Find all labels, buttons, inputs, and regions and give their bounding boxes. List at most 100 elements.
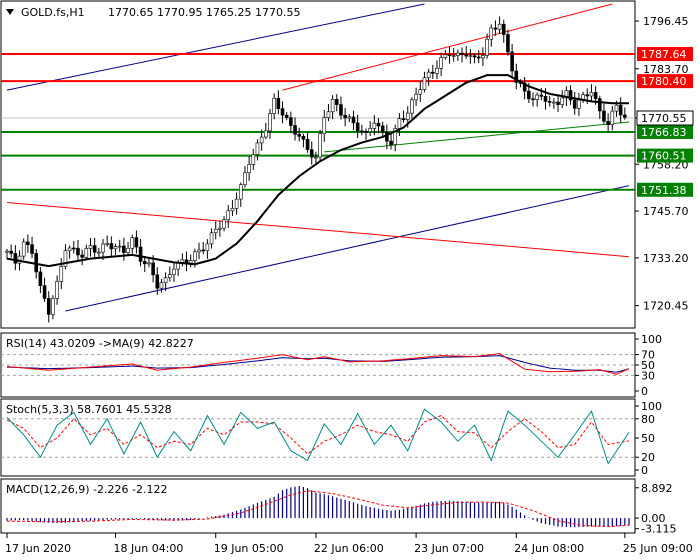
trend-line-4 — [324, 121, 630, 153]
macd-tick-label: -3.115 — [641, 523, 676, 536]
candle-body — [276, 97, 281, 110]
candle-body — [547, 101, 552, 103]
level-tag-0 — [637, 47, 693, 62]
rsi-tick-label: 50 — [641, 359, 655, 372]
candle-body — [489, 27, 494, 40]
stoch-levels — [1, 418, 635, 458]
candle-body — [568, 90, 573, 101]
time-tick-label: 17 Jun 2020 — [5, 542, 71, 555]
candle-body — [251, 154, 256, 165]
title-triangle-icon — [6, 9, 14, 15]
current-price-tag — [636, 110, 694, 126]
candle-body — [560, 97, 565, 105]
trend-line-0 — [6, 3, 425, 91]
candle-body — [30, 244, 34, 254]
candle-body — [80, 254, 84, 258]
candle-body — [101, 243, 105, 253]
candle-body — [464, 54, 468, 57]
candle-body — [297, 133, 302, 137]
candle-body — [330, 99, 335, 113]
candle-body — [138, 246, 143, 262]
horizontal-levels — [1, 53, 635, 191]
price-tick-label: 1745.70 — [643, 205, 689, 218]
candle-body — [401, 118, 406, 120]
candle-body — [230, 208, 235, 212]
moving-average-line — [6, 74, 629, 268]
rsi-tick-label: 70 — [641, 349, 655, 362]
time-tick-label: 23 Jun 07:00 — [414, 542, 484, 555]
candle-body — [309, 149, 314, 158]
candle-body — [322, 117, 327, 134]
candle-body — [376, 122, 381, 127]
candle-body — [334, 99, 339, 105]
time-tick-label: 25 Jun 09:00 — [623, 542, 693, 555]
rsi-line — [6, 353, 630, 375]
candle-body — [606, 121, 610, 125]
candle-body — [610, 110, 615, 125]
main-panel-frame — [0, 0, 636, 329]
macd-tick-label: 8.892 — [641, 482, 673, 495]
chart-title: GOLD.fs,H1 — [21, 6, 85, 19]
candle-body — [163, 277, 168, 284]
trend-lines — [6, 3, 630, 312]
time-tick-label: 24 Jun 08:00 — [514, 542, 584, 555]
level-tag-2 — [637, 124, 693, 139]
candle-body — [618, 104, 623, 116]
candle-body — [293, 125, 297, 135]
level-tag-label-1: 1780.40 — [641, 75, 687, 88]
candle-body — [343, 114, 347, 119]
candle-body — [59, 266, 64, 282]
candle-body — [234, 198, 239, 209]
candle-body — [443, 54, 448, 58]
candle-body — [21, 241, 26, 257]
level-tag-1 — [637, 74, 693, 89]
candle-body — [451, 55, 456, 57]
candle-body — [51, 298, 55, 315]
rsi-tick-label: 100 — [641, 333, 662, 346]
candle-body — [222, 219, 226, 229]
candle-body — [418, 89, 423, 95]
price-tick-label: 1796.45 — [643, 15, 689, 28]
candle-body — [155, 274, 160, 289]
candle-body — [180, 259, 185, 263]
candle-body — [67, 247, 72, 251]
rsi-ma-line — [6, 355, 630, 373]
candle-body — [13, 253, 18, 264]
candle-body — [76, 247, 80, 256]
candle-body — [264, 130, 268, 138]
candle-body — [134, 237, 139, 248]
trend-line-1 — [65, 185, 630, 312]
stoch-k-line — [6, 408, 630, 465]
time-tick-label: 22 Jun 06:00 — [314, 542, 384, 555]
candle-body — [301, 135, 306, 140]
candle-body — [5, 250, 9, 253]
candle-body — [476, 56, 481, 59]
candle-body — [71, 247, 76, 250]
current-price-label: 1770.55 — [641, 112, 687, 125]
candle-body — [46, 298, 51, 315]
candle-body — [543, 96, 548, 102]
candle-body — [501, 23, 506, 35]
candle-body — [597, 98, 602, 112]
candle-body — [422, 77, 427, 90]
candle-body — [284, 114, 289, 118]
candle-body — [456, 52, 460, 56]
candle-body — [372, 122, 377, 129]
candle-body — [88, 245, 93, 249]
candle-body — [368, 128, 372, 132]
candle-body — [414, 93, 418, 101]
candle-body — [527, 90, 531, 100]
candle-body — [585, 94, 590, 97]
stoch-label: Stoch(5,3,3) 58.7601 45.5328 — [6, 403, 172, 416]
candle-body — [84, 248, 89, 258]
candle-body — [272, 97, 276, 114]
candle-body — [355, 122, 360, 132]
candle-body — [439, 57, 443, 69]
macd-panel: 8.892 0.00-3.115 MACD(12,26,9) -2.226 -2.… — [0, 478, 676, 536]
candle-body — [109, 243, 114, 250]
candle-body — [289, 117, 293, 126]
